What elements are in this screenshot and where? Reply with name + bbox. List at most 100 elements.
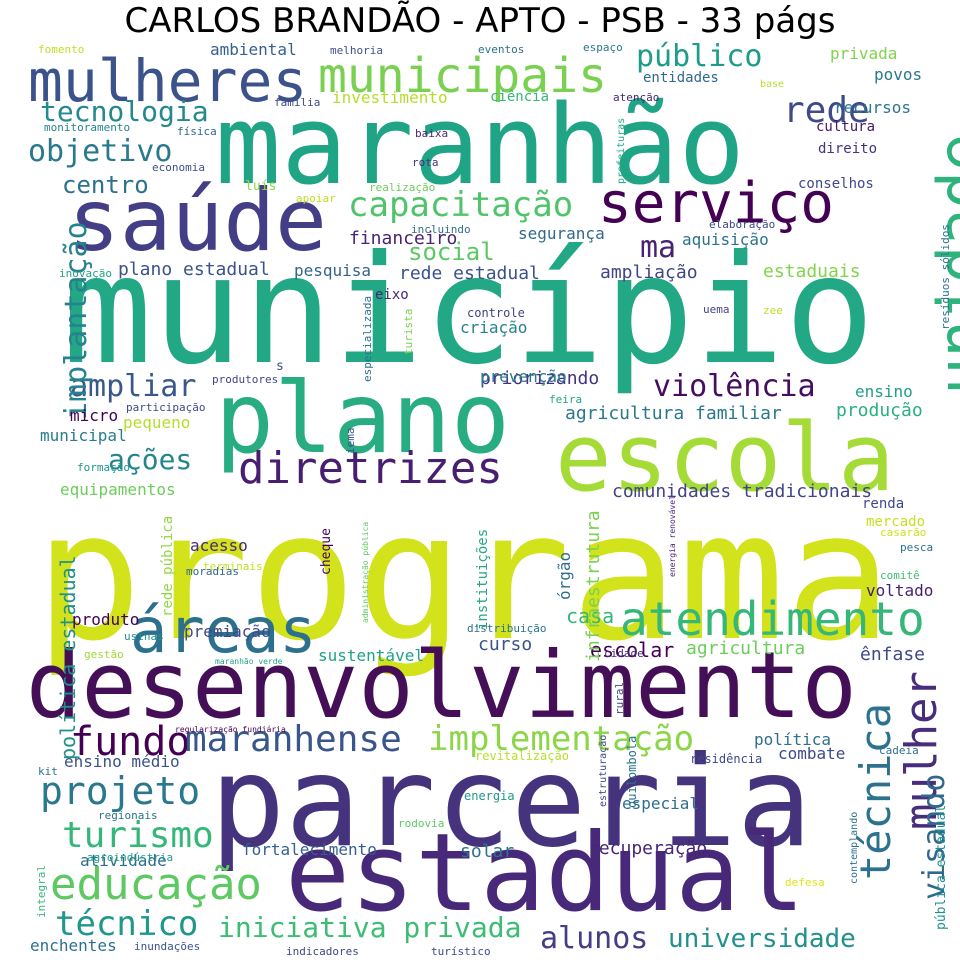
- cloud-word-politica: política: [754, 730, 832, 749]
- cloud-word-programa: programa: [35, 473, 893, 680]
- cloud-word-atividade: atividade: [80, 851, 167, 870]
- cloud-word-indicadores: indicadores: [286, 945, 359, 958]
- cloud-word-tecnologia: tecnologia: [40, 95, 209, 128]
- cloud-word-voltado: voltado: [866, 581, 934, 600]
- cloud-word-escola: escola: [555, 404, 895, 513]
- cloud-word-mulheres: mulheres: [28, 47, 308, 115]
- cloud-word-maranhense: maranhense: [185, 719, 402, 760]
- cloud-word-usinas: usinas: [124, 630, 164, 643]
- cloud-word-orgao: órgão: [555, 551, 574, 600]
- cloud-word-residencia: residência: [690, 752, 763, 766]
- cloud-word-aquisicao: aquisição: [682, 230, 769, 249]
- cloud-word-eventos: eventos: [478, 43, 525, 56]
- cloud-word-eixo: eixo: [375, 287, 409, 303]
- cloud-word-melhoria: melhoria: [330, 44, 383, 57]
- cloud-word-casa: casa: [566, 604, 615, 628]
- cloud-word-diretrizes: diretrizes: [238, 443, 503, 494]
- cloud-word-participacao: participação: [126, 401, 206, 414]
- cloud-word-administracao-publica: administração pública: [361, 521, 370, 623]
- cloud-word-cultura: cultura: [816, 119, 876, 135]
- cloud-word-controle: controle: [467, 306, 525, 320]
- cloud-word-entidades: entidades: [643, 70, 719, 86]
- cloud-word-micro: micro: [70, 406, 119, 425]
- cloud-word-seguranca: segurança: [518, 224, 605, 243]
- cloud-word-objetivo: objetivo: [28, 134, 173, 169]
- cloud-word-comite: comitê: [880, 569, 920, 582]
- cloud-word-saude: saúde: [68, 171, 327, 271]
- cloud-word-apoiar: apoiar: [296, 192, 336, 205]
- cloud-word-baixa: baixa: [415, 127, 449, 140]
- cloud-word-universidade: universidade: [668, 924, 856, 954]
- cloud-word-produtores: produtores: [212, 373, 279, 386]
- cloud-word-implantacao: implantação: [59, 221, 94, 420]
- cloud-word-uema: uema: [703, 303, 730, 316]
- cloud-word-acoes: ações: [108, 443, 193, 476]
- cloud-word-maranhao: maranhão: [215, 81, 745, 209]
- cloud-word-violencia: violência: [653, 369, 816, 404]
- cloud-word-plano-estadual: plano estadual: [118, 259, 270, 280]
- cloud-word-implementacao: implementação: [428, 719, 695, 759]
- cloud-word-escolar: escolar: [590, 638, 675, 662]
- cloud-word-rede-estadual: rede estadual: [399, 263, 540, 284]
- cloud-word-prevencao: prevenção: [480, 367, 567, 386]
- cloud-word-direito: direito: [818, 141, 878, 157]
- cloud-word-producao: produção: [836, 400, 923, 421]
- cloud-word-atendimento: atendimento: [620, 592, 925, 646]
- cloud-word-estaduais: estaduais: [763, 261, 861, 282]
- cloud-word-prefeituras: prefeituras: [616, 117, 627, 184]
- cloud-word-alunos: alunos: [540, 921, 649, 956]
- cloud-word-ambiental: ambiental: [210, 40, 297, 59]
- cloud-word-inundacoes: inundações: [134, 940, 201, 953]
- cloud-word-capacitacao: capacitação: [348, 185, 574, 225]
- cloud-word-maranhao-verde: maranhão verde: [215, 657, 283, 666]
- cloud-word-sustentavel: sustentável: [318, 646, 424, 665]
- cloud-word-premiacao: premiação: [184, 622, 271, 641]
- cloud-word-rede-publica: rede pública: [160, 515, 176, 617]
- cloud-word-inovacao: inovação: [59, 267, 112, 280]
- cloud-word-turistico: turístico: [431, 945, 491, 958]
- page-title: CARLOS BRANDÃO - APTO - PSB - 33 págs: [124, 1, 836, 41]
- cloud-word-formacao: formação: [77, 461, 130, 474]
- cloud-word-especializada: especializada: [361, 295, 374, 382]
- cloud-word-zee: zee: [763, 304, 783, 317]
- cloud-word-publico: público: [636, 39, 763, 74]
- cloud-word-conselhos: conselhos: [798, 176, 874, 192]
- cloud-word-gestao: gestão: [84, 648, 124, 661]
- cloud-word-revitalizacao: revitalização: [475, 749, 569, 763]
- cloud-word-moradias: moradias: [186, 565, 239, 578]
- cloud-word-desenvolvimento: desenvolvimento: [26, 632, 857, 739]
- cloud-word-curso: curso: [478, 634, 533, 655]
- cloud-word-produto: produto: [72, 610, 140, 629]
- cloud-word-recursos: recursos: [834, 98, 912, 117]
- cloud-word-educacao: educação: [50, 859, 262, 910]
- cloud-word-solar: solar: [460, 841, 515, 862]
- cloud-word-ensino-medio: ensino médio: [64, 752, 180, 771]
- cloud-word-publica-estadual: pública estadual: [934, 804, 949, 930]
- cloud-word-politica-estadual: política estadual: [56, 555, 80, 760]
- cloud-word-equipamentos: equipamentos: [60, 480, 176, 499]
- cloud-word-ensino: ensino: [855, 382, 913, 401]
- cloud-word-agroindustria: agroindústria: [87, 851, 174, 864]
- cloud-word-tecnica: técnica: [851, 702, 900, 880]
- cloud-word-energia: energia: [464, 789, 515, 803]
- cloud-word-luis: luís: [245, 179, 277, 194]
- cloud-word-feira: feira: [549, 393, 583, 406]
- cloud-word-projeto: projeto: [40, 769, 201, 813]
- cloud-word-cadeia: cadeia: [879, 744, 919, 757]
- cloud-word-elaboracao: elaboração: [709, 218, 776, 231]
- cloud-word-rede: rede: [783, 90, 870, 131]
- cloud-word-pesca: pesca: [900, 541, 934, 554]
- cloud-word-plano: plano: [215, 362, 511, 476]
- cloud-word-rota: rota: [412, 156, 439, 169]
- cloud-word-casarao: casarão: [880, 526, 927, 539]
- cloud-word-rodovia: rodovia: [398, 817, 445, 830]
- cloud-word-municipal: municipal: [40, 426, 127, 445]
- cloud-word-infraestrutura: infraestrutura: [583, 510, 604, 662]
- cloud-word-iniciativa-privada: iniciativa privada: [218, 911, 522, 944]
- cloud-word-ciencia: ciência: [490, 89, 550, 105]
- cloud-word-privada: privada: [830, 44, 898, 63]
- cloud-word-servico: serviço: [598, 171, 835, 236]
- cloud-word-distribuicao: distribuição: [467, 622, 547, 635]
- cloud-word-financeiro: financeiro: [349, 228, 458, 249]
